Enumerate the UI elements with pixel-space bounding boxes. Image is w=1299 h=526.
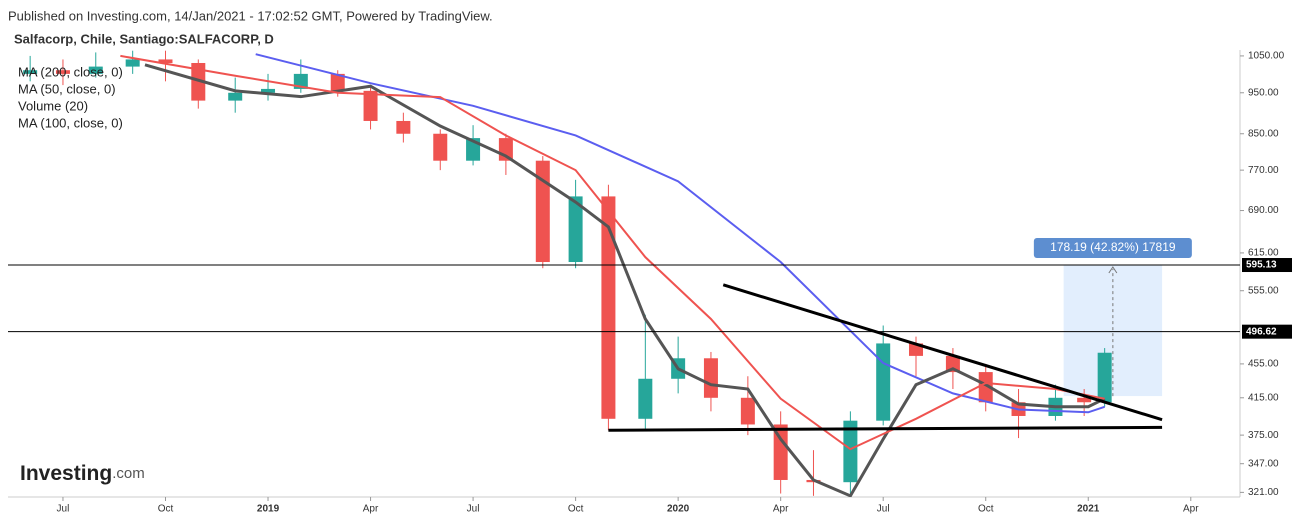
measure-label: 178.19 (42.82%) 17819 <box>1050 240 1176 254</box>
candle-body <box>843 420 858 483</box>
x-tick-label: Apr <box>363 504 379 515</box>
x-tick-label: 2019 <box>257 504 280 515</box>
x-tick-label: Jul <box>57 504 70 515</box>
candle-body <box>88 66 103 74</box>
x-tick-label: 2020 <box>667 504 690 515</box>
legend-entry: MA (100, close, 0) <box>18 115 123 130</box>
legend-entry: MA (200, close, 0) <box>18 64 123 79</box>
measure-label-box <box>1033 238 1192 259</box>
trend-line <box>722 283 1163 422</box>
brand: Investing.com <box>20 462 145 485</box>
y-tick-label: 347.00 <box>1248 458 1279 469</box>
y-tick-label: 415.00 <box>1248 392 1279 403</box>
x-tick-label: Jul <box>467 504 480 515</box>
x-tick-label: Jul <box>877 504 890 515</box>
x-tick-label: 2021 <box>1077 504 1100 515</box>
y-tick-label: 770.00 <box>1248 165 1279 176</box>
candle-body <box>978 372 993 403</box>
trend-line <box>608 425 1163 432</box>
candle-body <box>773 424 788 480</box>
price-label-box <box>1242 258 1292 273</box>
x-tick-label: Apr <box>1183 504 1199 515</box>
x-tick-label: Oct <box>568 504 584 515</box>
candle-body <box>876 343 891 421</box>
price-label: 595.13 <box>1246 260 1277 271</box>
x-tick-label: Oct <box>158 504 174 515</box>
brand-suffix: .com <box>112 465 145 482</box>
candle-body <box>363 90 378 121</box>
candle-body <box>158 59 173 63</box>
y-tick-label: 455.00 <box>1248 359 1279 370</box>
y-tick-label: 615.00 <box>1248 248 1279 259</box>
measure-arrowhead <box>1108 266 1118 274</box>
candle-body <box>945 355 960 373</box>
legend-entry: MA (50, close, 0) <box>18 81 116 96</box>
y-tick-label: 690.00 <box>1248 205 1279 216</box>
price-label-box <box>1242 324 1292 339</box>
moving-average <box>144 63 1106 497</box>
candle-body <box>1097 352 1112 403</box>
y-tick-label: 850.00 <box>1248 128 1279 139</box>
candle-body <box>23 70 38 74</box>
moving-average <box>120 54 1105 451</box>
candle-body <box>125 59 140 67</box>
candle-body <box>638 378 653 419</box>
candle-body <box>601 196 616 419</box>
candle-body <box>330 73 345 91</box>
candle-body <box>535 160 550 263</box>
chart-title: Salfacorp, Chile, Santiago:SALFACORP, D <box>14 31 274 46</box>
candle-body <box>1077 397 1092 403</box>
candle-body <box>433 133 448 161</box>
candle-body <box>261 88 276 93</box>
x-tick-label: Oct <box>978 504 994 515</box>
y-tick-label: 321.00 <box>1248 487 1279 498</box>
candle-body <box>740 397 755 425</box>
brand-name: Investing <box>20 462 112 485</box>
price-label: 496.62 <box>1246 326 1277 337</box>
header: Published on Investing.com, 14/Jan/2021 … <box>8 8 493 23</box>
x-tick-label: Apr <box>773 504 789 515</box>
y-tick-label: 555.00 <box>1248 285 1279 296</box>
plot-area <box>23 50 1163 497</box>
legend-entry: Volume (20) <box>18 98 88 113</box>
candle-body <box>191 62 206 101</box>
y-tick-label: 1050.00 <box>1248 51 1285 62</box>
candle-body <box>568 196 583 263</box>
candle-body <box>55 70 70 74</box>
y-tick-label: 375.00 <box>1248 430 1279 441</box>
candle-body <box>396 120 411 134</box>
y-tick-label: 950.00 <box>1248 87 1279 98</box>
candle-body <box>228 92 243 101</box>
candle-body <box>703 358 718 398</box>
moving-average <box>255 53 1105 414</box>
